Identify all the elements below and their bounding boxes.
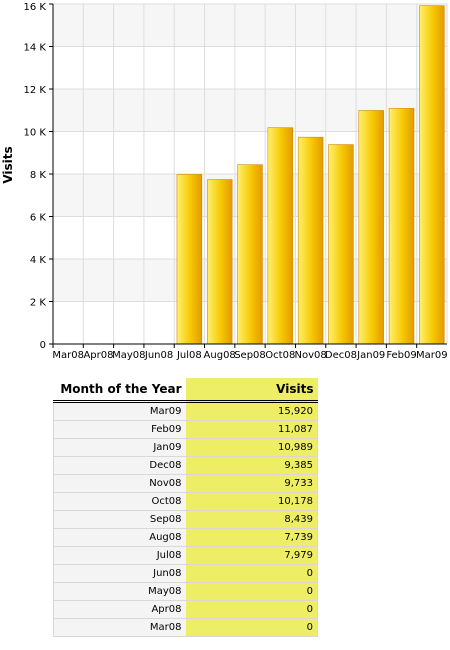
table-row: Mar08 0	[53, 618, 318, 637]
visits-cell: 7,739	[185, 528, 318, 547]
bar-Dec08[interactable]	[328, 144, 354, 345]
plot-band	[53, 4, 447, 47]
table-row: Nov08 9,733	[53, 474, 318, 493]
x-tick-label: May08	[112, 350, 145, 361]
month-cell: Nov08	[53, 474, 186, 493]
visits-cell: 8,439	[185, 510, 318, 529]
month-cell: Sep08	[53, 510, 186, 529]
month-cell: Aug08	[53, 528, 186, 547]
y-tick-label: 6 K	[30, 213, 47, 224]
month-column-header[interactable]: Month of the Year	[53, 378, 186, 403]
x-tick-label: Aug08	[204, 350, 236, 361]
month-cell: Oct08	[53, 492, 186, 511]
x-tick-label: Feb09	[386, 350, 416, 361]
bar-Sep08[interactable]	[237, 164, 263, 345]
month-cell: Mar08	[53, 618, 186, 637]
x-tick-label: Nov08	[294, 350, 326, 361]
y-tick-label: 10 K	[24, 128, 47, 139]
visits-cell: 0	[185, 564, 318, 583]
y-tick-label: 8 K	[30, 170, 47, 181]
y-tick-label: 16 K	[24, 2, 47, 13]
visits-cell: 15,920	[185, 401, 318, 421]
visits-cell: 0	[185, 618, 318, 637]
x-tick-label: Sep08	[234, 350, 266, 361]
x-tick-label: Mar09	[416, 350, 448, 361]
bar-Mar09[interactable]	[419, 5, 445, 345]
table-row: Dec08 9,385	[53, 456, 318, 475]
bar-Jan09[interactable]	[358, 110, 384, 345]
table-row: Sep08 8,439	[53, 510, 318, 529]
chart-bars	[176, 5, 445, 345]
visits-cell: 0	[185, 582, 318, 601]
y-tick-label: 0	[40, 340, 46, 351]
y-tick-label: 14 K	[24, 43, 47, 54]
month-cell: Jan09	[53, 438, 186, 457]
plot-band	[53, 89, 447, 132]
bar-Nov08[interactable]	[297, 136, 324, 345]
table-row: Jan09 10,989	[53, 438, 318, 457]
visits-cell: 10,989	[185, 438, 318, 457]
bar-Feb09[interactable]	[388, 108, 415, 345]
x-tick-label: Apr08	[83, 350, 113, 361]
x-tick-label: Oct08	[265, 350, 295, 361]
y-tick-label: 2 K	[30, 298, 47, 309]
visits-column-header[interactable]: Visits	[185, 378, 318, 403]
visits-cell: 9,385	[185, 456, 318, 475]
table-body: Mar09 15,920 Feb09 11,087 Jan09 10,989 Dec08 9,…	[53, 401, 318, 637]
visits-table: Month of the Year Visits Mar09 15,920 Feb0…	[53, 378, 318, 637]
visits-cell: 11,087	[185, 420, 318, 439]
table-row: Oct08 10,178	[53, 492, 318, 511]
month-cell: Apr08	[53, 600, 186, 619]
month-cell: Mar09	[53, 401, 186, 421]
x-tick-label: Dec08	[325, 350, 357, 361]
x-tick-label: Jun08	[144, 350, 173, 361]
month-cell: Feb09	[53, 420, 186, 439]
month-cell: May08	[53, 582, 186, 601]
table-row: Feb09 11,087	[53, 420, 318, 439]
table-row: Mar09 15,920	[53, 401, 318, 421]
y-tick-label: 12 K	[24, 85, 47, 96]
table-row: Aug08 7,739	[53, 528, 318, 547]
x-tick-label: Jul08	[176, 350, 202, 361]
table-row: Apr08 0	[53, 600, 318, 619]
table-row: Jul08 7,979	[53, 546, 318, 565]
bar-Aug08[interactable]	[206, 179, 233, 345]
table-row: May08 0	[53, 582, 318, 601]
month-cell: Dec08	[53, 456, 186, 475]
visits-cell: 7,979	[185, 546, 318, 565]
month-cell: Jul08	[53, 546, 186, 565]
bar-Oct08[interactable]	[267, 127, 294, 345]
visits-cell: 10,178	[185, 492, 318, 511]
y-axis-label: Visits	[1, 146, 15, 183]
table-row: Jun08 0	[53, 564, 318, 583]
x-tick-label: Jan09	[356, 350, 385, 361]
bar-Jul08[interactable]	[176, 174, 203, 345]
visits-cell: 0	[185, 600, 318, 619]
table-header-row: Month of the Year Visits	[53, 378, 318, 403]
visits-cell: 9,733	[185, 474, 318, 493]
y-tick-label: 4 K	[30, 255, 47, 266]
month-cell: Jun08	[53, 564, 186, 583]
x-tick-label: Mar08	[52, 350, 84, 361]
